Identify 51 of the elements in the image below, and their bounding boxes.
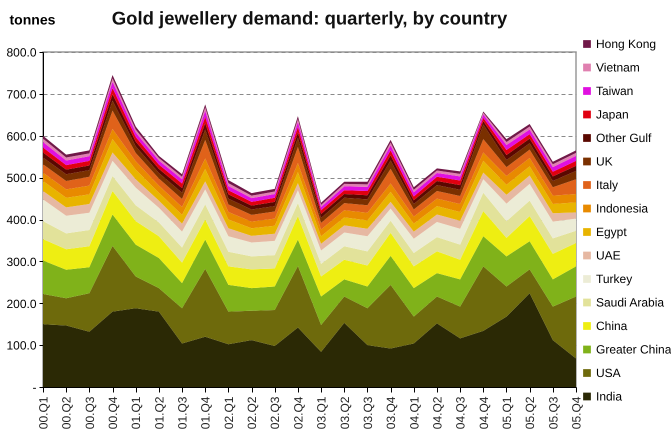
x-tick-label: 05.Q3 xyxy=(546,396,560,430)
legend-label: Indonesia xyxy=(596,202,648,216)
x-tick-label: 04.Q1 xyxy=(407,396,422,430)
legend-label: Egypt xyxy=(596,225,628,239)
x-tick-label: 00.Q3 xyxy=(82,396,97,430)
x-tick-label: 03.Q2 xyxy=(338,396,352,430)
x-tick-label: 00.Q4 xyxy=(106,396,120,430)
x-tick-label: 05.Q4 xyxy=(570,396,584,430)
x-tick-label: 02.Q4 xyxy=(291,396,306,430)
x-tick-label: 03.Q3 xyxy=(360,396,375,430)
x-tick-label: 02.Q1 xyxy=(222,396,236,430)
x-tick-label: 01.Q1 xyxy=(129,396,144,430)
y-tick-label: 300.0 xyxy=(6,254,37,269)
y-tick-label: 100.0 xyxy=(6,338,37,353)
x-tick-label: 05.Q1 xyxy=(500,396,514,430)
y-tick-label: 400.0 xyxy=(6,213,37,227)
x-tick-label: 01.Q2 xyxy=(152,396,166,430)
y-tick-label: 700.0 xyxy=(6,87,37,102)
y-tick-label: - xyxy=(32,380,36,394)
x-tick-label: 01.Q3 xyxy=(176,396,190,430)
x-tick-label: 03.Q4 xyxy=(384,396,398,430)
y-tick-label: 200.0 xyxy=(6,296,37,311)
x-tick-label: 00.Q2 xyxy=(60,396,74,430)
x-tick-label: 04.Q3 xyxy=(454,396,468,430)
x-tick-label: 04.Q4 xyxy=(476,396,491,430)
y-axis-title: tonnes xyxy=(10,12,56,28)
legend-label: UAE xyxy=(596,248,621,262)
legend-label: UK xyxy=(596,154,613,168)
legend-label: Hong Kong xyxy=(596,37,656,51)
legend-label: China xyxy=(596,319,628,333)
y-tick-label: 500.0 xyxy=(6,171,37,186)
x-tick-label: 03.Q1 xyxy=(314,396,329,430)
legend-label: Japan xyxy=(596,108,629,122)
legend-label: Italy xyxy=(596,178,618,192)
x-tick-label: 04.Q2 xyxy=(430,396,444,430)
legend-label: Saudi Arabia xyxy=(596,296,664,310)
y-tick-label: 800.0 xyxy=(6,46,37,60)
x-tick-label: 02.Q3 xyxy=(268,396,282,430)
legend-label: USA xyxy=(596,366,621,380)
chart-title: Gold jewellery demand: quarterly, by country xyxy=(112,8,508,28)
legend-label: Turkey xyxy=(596,272,632,286)
legend-label: Taiwan xyxy=(596,84,634,98)
legend-label: Other Gulf xyxy=(596,131,652,145)
y-tick-label: 600.0 xyxy=(6,129,37,144)
legend-label: India xyxy=(596,390,622,404)
legend-label: Vietnam xyxy=(596,60,640,74)
x-tick-label: 01.Q4 xyxy=(198,396,213,430)
x-tick-label: 00.Q1 xyxy=(36,396,50,430)
legend-label: Greater China xyxy=(596,342,671,356)
x-tick-label: 05.Q2 xyxy=(523,396,538,430)
x-tick-label: 02.Q2 xyxy=(245,396,260,430)
